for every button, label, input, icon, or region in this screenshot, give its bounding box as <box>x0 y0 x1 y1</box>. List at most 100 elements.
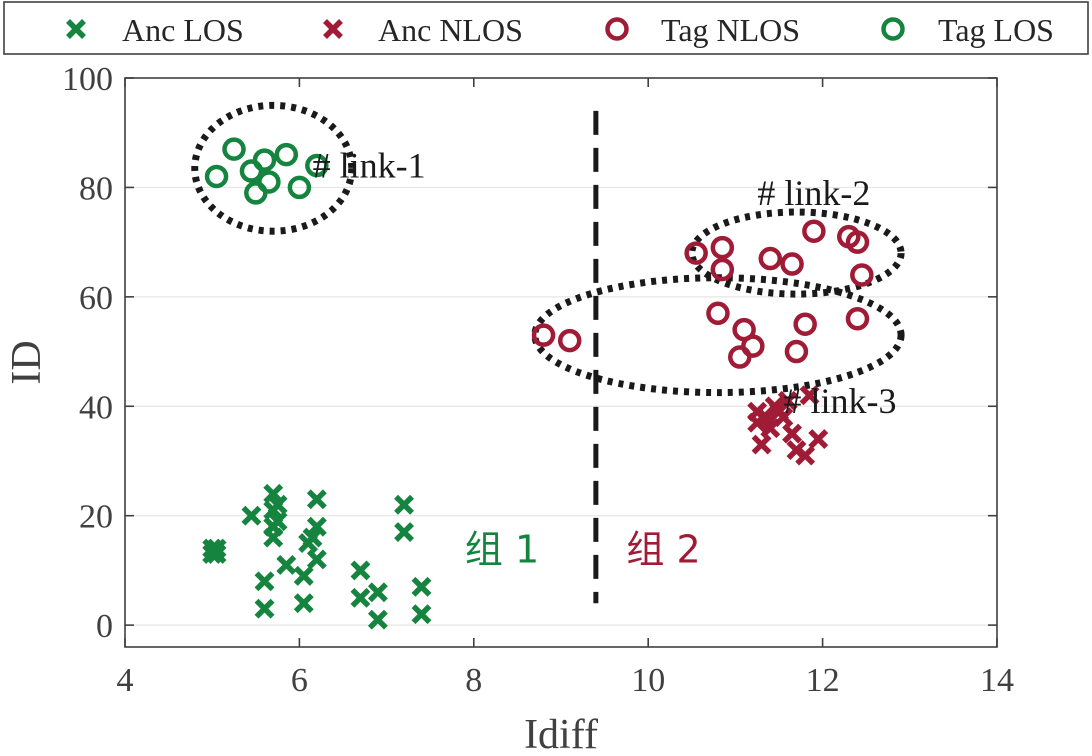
data-point <box>263 483 284 504</box>
data-point <box>267 494 288 515</box>
x-marker-stroke <box>263 483 284 504</box>
legend-box <box>3 1 1089 55</box>
data-point <box>306 489 327 510</box>
legend-item-anc-los: Anc LOS <box>66 12 244 48</box>
cluster-ellipse-2 <box>688 208 905 298</box>
data-point <box>267 511 288 532</box>
x-marker-stroke <box>799 385 820 406</box>
data-point <box>845 230 870 254</box>
legend-label: Anc LOS <box>122 12 244 48</box>
legend-item-tag-nlos: Tag NLOS <box>605 12 800 48</box>
data-point <box>257 170 281 194</box>
x-marker-stroke <box>293 593 314 614</box>
data-point <box>684 241 708 265</box>
group-label-1: 组 1 <box>465 528 539 572</box>
data-point <box>252 148 277 172</box>
data-point <box>780 252 804 276</box>
x-marker-stroke <box>795 445 816 466</box>
x-axis-title: Idiff <box>524 712 598 756</box>
data-point <box>367 582 388 603</box>
x-marker-stroke <box>751 434 772 455</box>
annotations: # link-1 # link-2 # link-3 组 1 组 2 <box>313 110 897 604</box>
data-point <box>302 527 323 548</box>
data-point <box>751 434 772 455</box>
x-marker-stroke <box>302 527 323 548</box>
data-point <box>784 339 809 364</box>
x-marker-stroke <box>306 549 327 570</box>
data-point <box>306 516 327 537</box>
data-point <box>306 549 327 570</box>
data-point <box>799 385 820 406</box>
data-point <box>305 153 329 178</box>
data-point <box>287 175 312 200</box>
data-point <box>350 560 371 581</box>
x-marker-stroke <box>241 505 262 526</box>
series-tag-los <box>204 137 329 205</box>
x-marker-stroke <box>263 527 284 548</box>
legend-x-marker <box>323 19 343 39</box>
x-marker-stroke <box>367 609 388 630</box>
data-point <box>276 554 297 575</box>
x-tick-label: 10 <box>631 662 665 699</box>
data-point <box>710 257 735 282</box>
data-point <box>204 164 229 189</box>
y-tick-label: 80 <box>79 170 113 207</box>
x-marker-stroke <box>267 511 288 532</box>
y-tick-label: 0 <box>96 608 113 645</box>
y-tick-label: 100 <box>62 61 113 98</box>
data-point <box>773 407 794 428</box>
x-marker-stroke <box>254 571 275 592</box>
data-point <box>531 323 556 347</box>
data-point <box>206 538 227 559</box>
data-point <box>254 598 275 619</box>
annotation-link-3: # link-3 <box>784 381 897 421</box>
legend-o-marker <box>605 17 629 41</box>
data-point <box>795 445 816 466</box>
y-tick-label: 20 <box>79 499 113 536</box>
data-point <box>777 390 798 411</box>
x-marker-stroke <box>293 565 314 586</box>
series-anc-los <box>202 483 432 630</box>
data-point <box>808 429 829 450</box>
data-points <box>202 137 874 630</box>
x-marker-stroke <box>267 494 288 515</box>
data-point <box>782 423 803 444</box>
data-point <box>394 522 414 543</box>
data-point <box>206 544 227 564</box>
x-marker-stroke <box>394 522 414 543</box>
x-marker-stroke <box>350 587 371 608</box>
x-tick-label: 12 <box>806 662 840 699</box>
data-point <box>710 235 735 260</box>
data-point <box>367 609 388 630</box>
data-point <box>557 328 582 353</box>
data-point <box>241 505 262 526</box>
data-point <box>350 587 371 608</box>
group-label-2: 组 2 <box>626 528 700 572</box>
axes: 4 6 8 10 12 14 0 20 40 60 80 100 Idiff ID <box>4 61 1014 756</box>
y-tick-label: 40 <box>79 389 113 426</box>
y-tick-label: 60 <box>79 280 113 317</box>
legend-o-marker <box>881 17 905 41</box>
legend-label: Tag NLOS <box>661 12 800 48</box>
data-point <box>293 593 314 614</box>
x-marker-stroke <box>411 604 432 625</box>
series-anc-nlos <box>747 385 829 466</box>
legend-item-tag-los: Tag LOS <box>881 12 1054 48</box>
x-marker-stroke <box>394 494 414 515</box>
x-marker-stroke <box>777 390 798 411</box>
cluster-ellipse-1 <box>191 101 356 235</box>
annotation-link-1: # link-1 <box>313 146 426 186</box>
data-point <box>293 565 314 586</box>
data-point <box>222 137 246 161</box>
x-marker-stroke <box>254 598 275 619</box>
data-point <box>394 494 414 515</box>
legend: Anc LOS Anc NLOS Tag NLOS Tag LOS <box>3 1 1089 55</box>
legend-label: Anc NLOS <box>378 12 523 48</box>
x-marker-stroke <box>411 576 432 597</box>
data-point <box>706 301 730 326</box>
annotation-link-2: # link-2 <box>757 173 870 213</box>
x-marker-stroke <box>306 489 327 510</box>
data-point <box>793 312 817 336</box>
